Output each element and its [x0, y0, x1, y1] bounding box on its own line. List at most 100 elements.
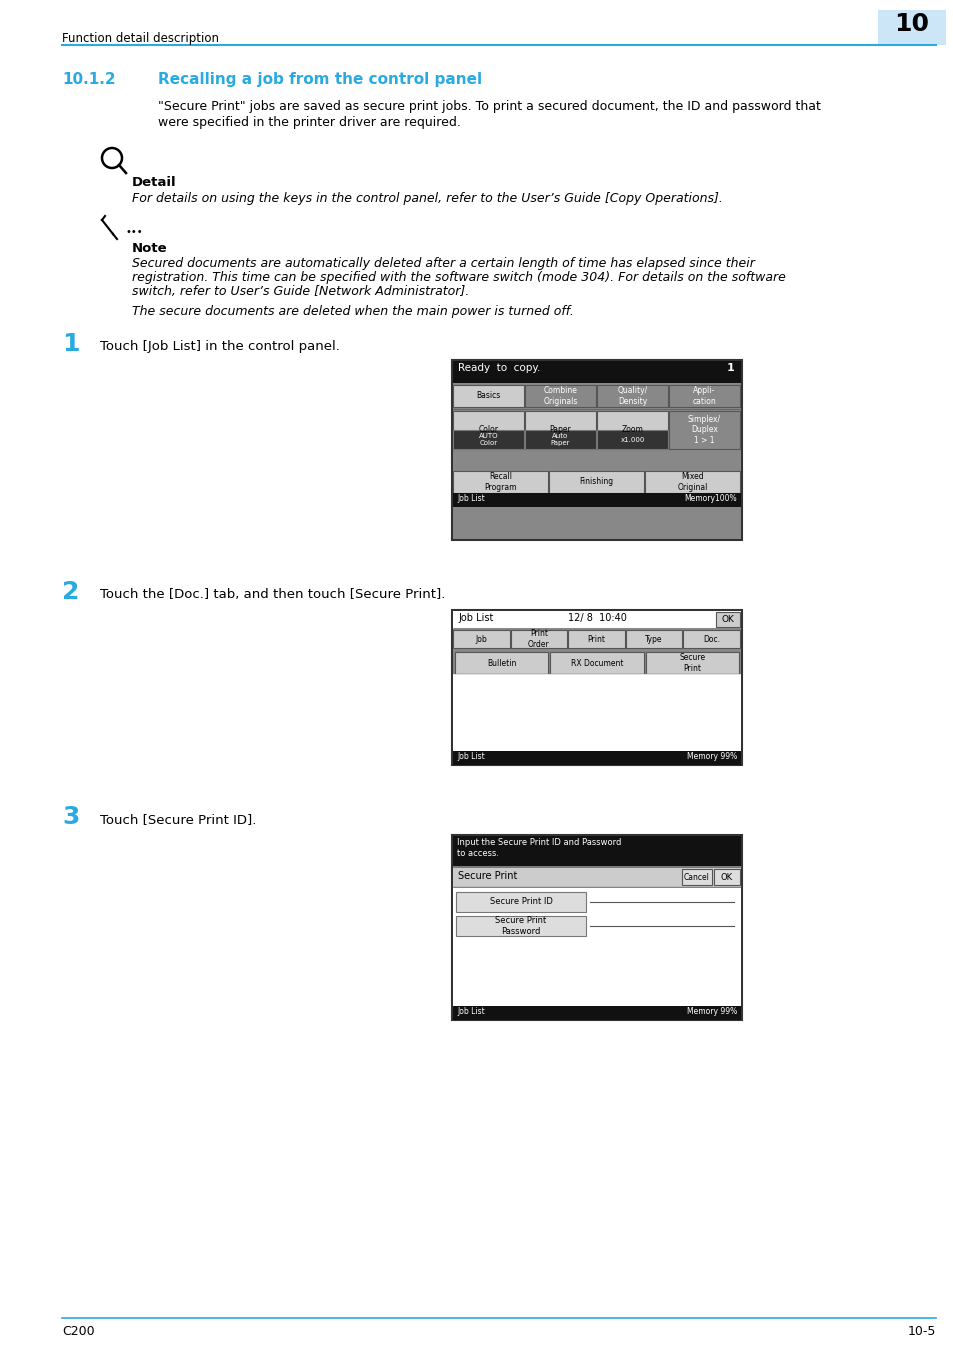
Bar [682, 630, 740, 648]
Bar [453, 867, 740, 887]
Text: x1.000: x1.000 [619, 436, 644, 443]
Text: Job List: Job List [456, 1007, 484, 1017]
Bar [645, 652, 739, 674]
Text: 1: 1 [725, 363, 733, 373]
Text: Secure Print ID: Secure Print ID [489, 898, 552, 906]
Bar [456, 892, 585, 913]
Text: 12/ 8  10:40: 12/ 8 10:40 [567, 613, 626, 622]
Bar [548, 471, 643, 493]
Text: Print
Order: Print Order [527, 629, 549, 649]
Bar [713, 869, 740, 886]
Text: Recalling a job from the control panel: Recalling a job from the control panel [158, 72, 481, 86]
Text: Job: Job [475, 634, 487, 644]
Bar [453, 360, 740, 383]
Text: Appli-
cation: Appli- cation [692, 386, 716, 406]
Text: to access.: to access. [456, 849, 498, 859]
Text: Touch [Secure Print ID].: Touch [Secure Print ID]. [100, 813, 256, 826]
Bar [452, 836, 741, 1021]
Bar [453, 410, 523, 450]
Text: Basics: Basics [476, 392, 500, 401]
Text: Color: Color [478, 425, 498, 435]
Text: Auto
Paper: Auto Paper [550, 433, 570, 446]
Text: 10.1.2: 10.1.2 [62, 72, 115, 86]
Bar [453, 471, 547, 493]
Bar [453, 493, 740, 508]
Bar [453, 887, 740, 1006]
Bar [597, 385, 667, 406]
Text: Bulletin: Bulletin [486, 659, 516, 667]
Text: Paper: Paper [549, 425, 571, 435]
Text: Memory100%: Memory100% [683, 494, 737, 504]
Text: Function detail description: Function detail description [62, 32, 219, 45]
Text: Recall
Program: Recall Program [484, 472, 517, 491]
Bar [455, 652, 548, 674]
Bar [453, 836, 740, 865]
Text: Finishing: Finishing [578, 478, 613, 486]
Text: Type: Type [644, 634, 662, 644]
Bar [453, 751, 740, 765]
Bar [716, 612, 740, 626]
Text: Detail: Detail [132, 176, 176, 189]
Text: OK: OK [720, 616, 734, 624]
Text: Print: Print [587, 634, 605, 644]
Bar [877, 9, 945, 45]
Text: RX Document: RX Document [570, 659, 622, 667]
Text: Ready  to  copy.: Ready to copy. [457, 363, 539, 373]
Bar [568, 630, 624, 648]
Text: OK: OK [720, 872, 732, 882]
Bar [597, 431, 667, 450]
Text: 10: 10 [894, 12, 928, 36]
Text: For details on using the keys in the control panel, refer to the User’s Guide [C: For details on using the keys in the con… [132, 192, 722, 205]
Text: Simplex/
Duplex
1 > 1: Simplex/ Duplex 1 > 1 [687, 414, 720, 446]
Text: Job List: Job List [457, 613, 493, 622]
Text: Combine
Originals: Combine Originals [543, 386, 578, 406]
Text: "Secure Print" jobs are saved as secure print jobs. To print a secured document,: "Secure Print" jobs are saved as secure … [158, 100, 820, 113]
Text: were specified in the printer driver are required.: were specified in the printer driver are… [158, 116, 460, 130]
Text: Job List: Job List [456, 494, 484, 504]
Bar [644, 471, 740, 493]
Text: Secure Print: Secure Print [457, 871, 517, 882]
Bar [668, 385, 740, 406]
Text: Mixed
Original: Mixed Original [677, 472, 707, 491]
Text: 3: 3 [62, 805, 79, 829]
Text: Secure
Print: Secure Print [679, 653, 704, 672]
Text: AUTO
Color: AUTO Color [478, 433, 497, 446]
Text: Note: Note [132, 242, 168, 255]
Bar [453, 612, 740, 629]
Text: Quality/
Density: Quality/ Density [617, 386, 647, 406]
Text: Touch the [Doc.] tab, and then touch [Secure Print].: Touch the [Doc.] tab, and then touch [Se… [100, 589, 445, 601]
Bar [453, 431, 523, 450]
Text: switch, refer to User’s Guide [Network Administrator].: switch, refer to User’s Guide [Network A… [132, 285, 469, 298]
Text: Memory 99%: Memory 99% [686, 1007, 737, 1017]
Bar [453, 1006, 740, 1021]
Bar [453, 630, 509, 648]
Bar [510, 630, 567, 648]
Text: Secured documents are automatically deleted after a certain length of time has e: Secured documents are automatically dele… [132, 256, 754, 270]
Text: 2: 2 [62, 580, 79, 603]
Bar [681, 869, 711, 886]
Bar [597, 410, 667, 450]
Text: registration. This time can be specified with the software switch (mode 304). Fo: registration. This time can be specified… [132, 271, 785, 284]
Text: 10-5: 10-5 [906, 1324, 935, 1338]
Text: 1: 1 [62, 332, 79, 356]
Text: Job List: Job List [456, 752, 484, 761]
Bar [550, 652, 643, 674]
Text: Zoom: Zoom [621, 425, 642, 435]
Text: Doc.: Doc. [702, 634, 720, 644]
Bar [452, 360, 741, 540]
Bar [453, 451, 740, 471]
Bar [452, 610, 741, 765]
Bar [453, 385, 523, 406]
Bar [453, 674, 740, 751]
Text: Touch [Job List] in the control panel.: Touch [Job List] in the control panel. [100, 340, 339, 352]
Text: C200: C200 [62, 1324, 94, 1338]
Bar [625, 630, 681, 648]
Text: Cancel: Cancel [683, 872, 709, 882]
Text: Memory 99%: Memory 99% [686, 752, 737, 761]
Bar [524, 385, 596, 406]
Bar [456, 917, 585, 936]
Text: Secure Print
Password: Secure Print Password [495, 917, 546, 936]
Text: •••: ••• [126, 227, 144, 238]
Text: Input the Secure Print ID and Password: Input the Secure Print ID and Password [456, 838, 620, 846]
Bar [524, 431, 596, 450]
